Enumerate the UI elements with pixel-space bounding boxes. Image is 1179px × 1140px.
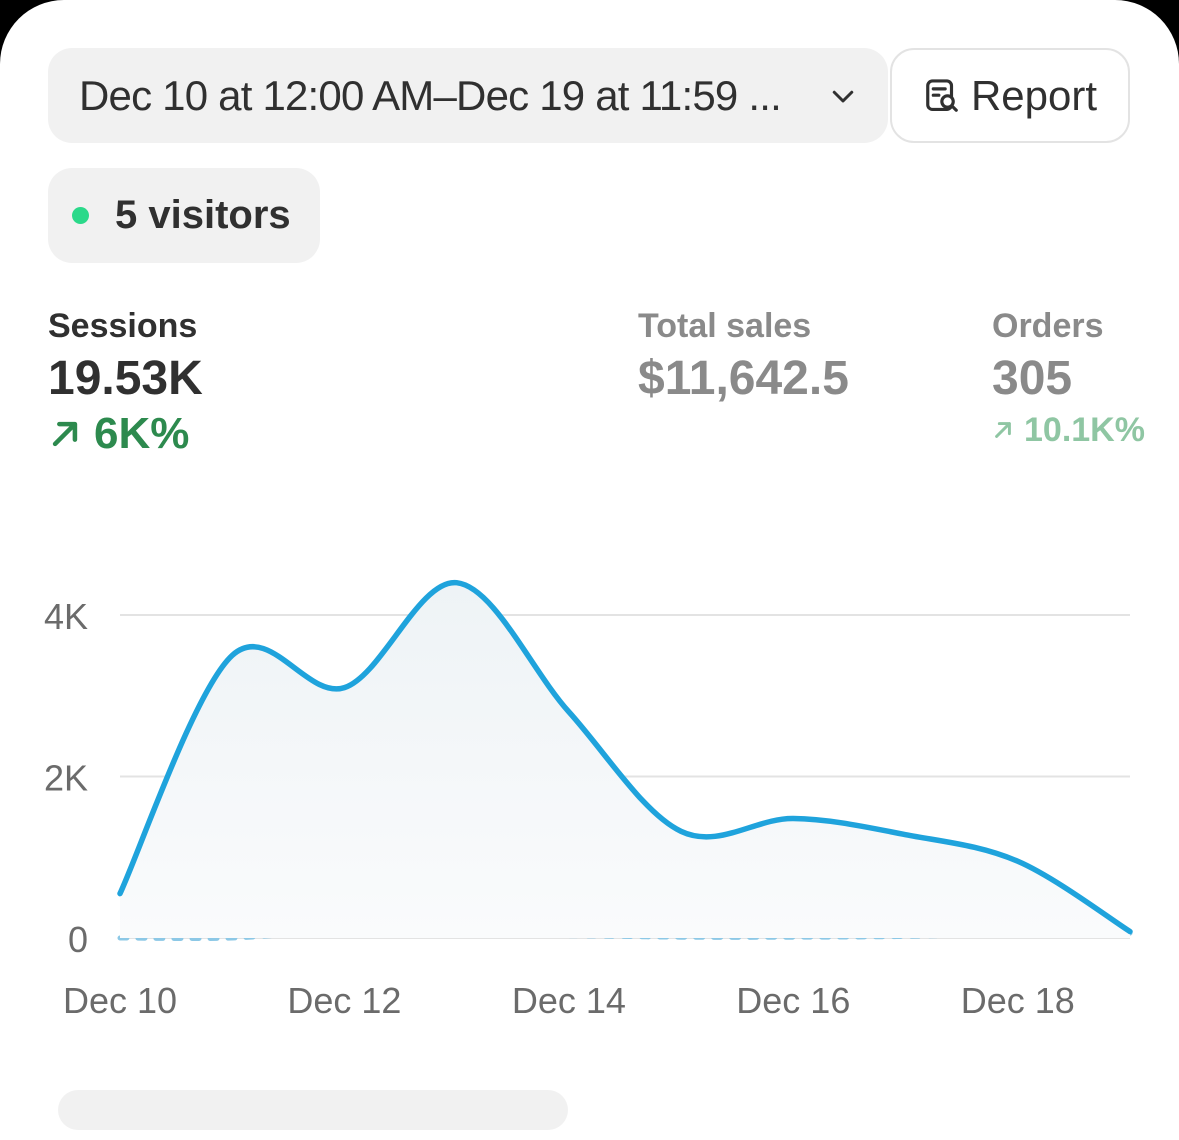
report-button[interactable]: Report: [890, 48, 1130, 143]
orders-value: 305: [992, 352, 1073, 405]
x-tick-label: Dec 14: [512, 980, 626, 1021]
y-tick-label: 2K: [44, 758, 88, 799]
total-sales-value: $11,642.5: [638, 352, 849, 405]
arrow-up-right-icon: [995, 422, 1011, 438]
live-visitors-badge[interactable]: 5 visitors: [48, 168, 320, 263]
sessions-value: 19.53K: [48, 352, 203, 405]
date-range-picker[interactable]: Dec 10 at 12:00 AM–Dec 19 at 11:59 ...: [48, 48, 888, 143]
date-range-text: Dec 10 at 12:00 AM–Dec 19 at 11:59 ...: [79, 71, 782, 119]
x-tick-label: Dec 18: [961, 980, 1075, 1021]
live-dot-icon: [72, 207, 89, 224]
report-label: Report: [970, 71, 1098, 119]
y-tick-label: 0: [68, 919, 88, 960]
x-tick-label: Dec 12: [287, 980, 401, 1021]
current-series-line: [117, 579, 1133, 935]
sessions-change-value: 6K%: [94, 409, 190, 458]
next-section-pill: [58, 1090, 568, 1130]
orders-label: Orders: [992, 307, 1104, 345]
metric-sessions[interactable]: Sessions 19.53K 6K%: [48, 306, 203, 460]
sessions-change: 6K%: [48, 408, 203, 460]
total-sales-label: Total sales: [638, 307, 812, 345]
arrow-up-right-icon: [52, 421, 78, 447]
report-search-icon: [926, 78, 958, 112]
sessions-area: [120, 582, 1130, 938]
sessions-chart: 0 2K 4K Dec 10 Dec 12 Dec 14 Dec 16 Dec 18: [44, 579, 1133, 1021]
x-tick-label: Dec 16: [736, 980, 850, 1021]
visitors-label: 5 visitors: [115, 193, 291, 237]
y-tick-label: 4K: [44, 596, 88, 637]
chevron-down-icon: [832, 90, 854, 102]
metric-orders[interactable]: Orders 305 10.1K%: [992, 306, 1145, 452]
orders-change-value: 10.1K%: [1024, 411, 1145, 449]
orders-change: 10.1K%: [992, 408, 1145, 452]
sessions-label: Sessions: [48, 307, 198, 345]
x-tick-label: Dec 10: [63, 980, 177, 1021]
metric-total-sales[interactable]: Total sales $11,642.5: [638, 306, 849, 408]
